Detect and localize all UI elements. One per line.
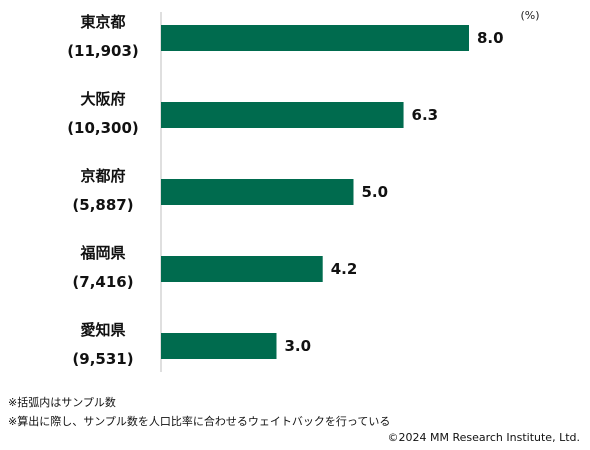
category-label-5: 愛知県 (80, 321, 125, 339)
bar-4 (161, 256, 323, 282)
value-label-4: 4.2 (331, 260, 358, 278)
unit-label: (%) (520, 9, 539, 22)
copyright-text: ©2024 MM Research Institute, Ltd. (387, 431, 580, 444)
sample-size-label-5: (9,531) (72, 350, 133, 368)
value-label-2: 6.3 (412, 106, 439, 124)
bar-chart: (%) 8.0 東京都 (11,903) 6.3 大阪府 (10,300) 5.0 京都府 (5… (67, 9, 540, 372)
sample-size-label-1: (11,903) (67, 42, 139, 60)
bar-5 (161, 333, 277, 359)
value-label-3: 5.0 (362, 183, 389, 201)
category-label-3: 京都府 (80, 167, 125, 185)
sample-size-label-4: (7,416) (72, 273, 133, 291)
footnote-weighting: ※算出に際し、サンプル数を人口比率に合わせるウェイトバックを行っている (8, 415, 391, 428)
bar-2 (161, 102, 404, 128)
category-label-4: 福岡県 (79, 244, 125, 262)
category-label-2: 大阪府 (80, 90, 125, 108)
value-label-5: 3.0 (285, 337, 312, 355)
category-label-1: 東京都 (80, 13, 125, 31)
sample-size-label-3: (5,887) (72, 196, 133, 214)
bar-3 (161, 179, 354, 205)
footnote-sample-size: ※括弧内はサンプル数 (8, 396, 116, 409)
sample-size-label-2: (10,300) (67, 119, 139, 137)
bar-1 (161, 25, 469, 51)
value-label-1: 8.0 (477, 29, 504, 47)
